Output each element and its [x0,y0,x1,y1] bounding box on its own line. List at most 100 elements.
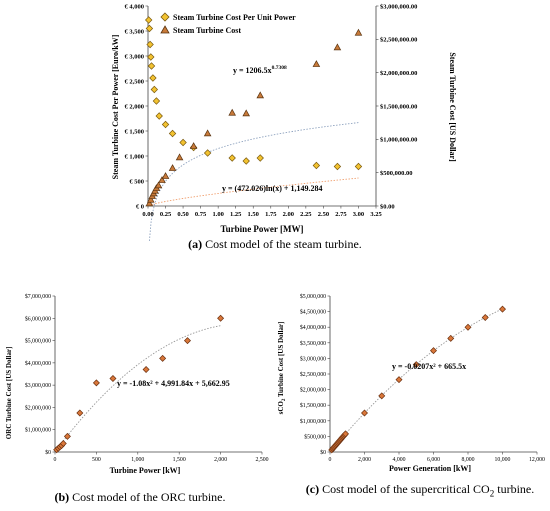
data-point-triangle [154,181,163,189]
y-tick-label: € 3,000 [125,53,145,60]
y2-tick-label: $2,500,000.00 [380,37,417,44]
data-point-diamond [342,430,350,438]
sco2-fit-equation: y = -0.0207x² + 665.5x [392,362,466,371]
data-point-diamond [152,97,161,105]
y-tick-label: $7,000,000 [25,293,51,300]
data-point-diamond [464,323,472,331]
legend-diamond-marker [160,12,170,22]
orc-turbine-chart: 0 500 1,000 1,500 2,000 2,500 $0 $1,000,000 $2,0… [5,293,269,475]
data-point-diamond [312,161,321,170]
x-tick-label: 2,500 [255,457,268,463]
y-tick-label: $2,000,000 [25,404,51,411]
y-tick-label: € 1,000 [125,153,145,160]
x-tick-label: 2.50 [318,211,329,218]
x-tick-label: 0.25 [160,211,172,218]
legend: Steam Turbine Cost Per Unit Power Steam … [160,12,296,35]
y-tick-label: $6,000,000 [25,315,51,322]
x-tick-label: 8,000 [461,457,474,463]
data-point-triangle [147,195,155,203]
y2-tick-label: $3,000,000.00 [380,3,417,10]
data-point-triangle [203,129,212,137]
data-point-diamond [76,409,84,417]
data-point-diamond [217,314,225,322]
data-point-diamond [155,112,163,120]
data-point-diamond [142,366,150,374]
x-tick-label: 1.25 [230,211,242,218]
y-tick-label: $2,000,000 [300,387,326,394]
y-tick-label: $1,500,000 [300,402,326,409]
x-tick-label: 2,000 [214,457,227,463]
log-fit-equation: y = (472.026)ln(x) + 1,149.284 [222,184,322,193]
data-point-diamond [361,409,368,417]
data-point-diamond [59,440,67,448]
x-tick-label: 2.25 [300,211,312,218]
data-point-diamond [168,129,177,138]
legend-triangle-marker [160,25,170,34]
y-tick-label: € 1,500 [125,128,145,135]
x-tick-label: 1.75 [265,211,277,218]
data-point-triangle [175,153,184,161]
power-trendline [149,177,359,206]
y2-tick-label: $2,000,000.00 [380,70,417,77]
y2-tick-label: $0.00 [380,203,395,210]
y-tick-label: $0 [45,449,51,456]
data-point-diamond [63,432,71,440]
power-fit-equation: y = 1206.5x0.7308 [233,65,287,75]
x-tick-label: 0 [54,457,57,463]
x-tick-label: 2.00 [283,211,294,218]
x-tick-label: 0.00 [142,211,153,218]
y-tick-label: $5,000,000 [25,338,51,345]
sco2-trendline [330,308,503,452]
data-point-diamond [109,374,117,382]
data-point-triangle [354,28,363,36]
y2-tick-label: $1,500,000.00 [380,103,417,110]
data-point-triangle [333,43,342,51]
x-tick-label: 1.50 [248,211,259,218]
data-point-diamond [203,149,212,157]
x-tick-label: 2,000 [358,457,371,463]
y-tick-label: $4,000,000 [300,324,326,331]
y-tick-label: € 0 [136,203,144,210]
y-tick-label: $4,500,000 [300,309,326,316]
x-tick-label: 1,500 [173,457,186,463]
y-axis-label: ORC Turbine Cost [US Dollar] [5,347,13,440]
x-tick-label: 6,000 [427,457,440,463]
y-tick-label: $1,000,000 [25,427,51,434]
y-tick-label: $5,000,000 [300,293,326,300]
x-tick-label: 2.75 [335,211,347,218]
x-tick-label: 500 [92,457,101,463]
orc-fit-equation: y = -1.08x² + 4,991.84x + 5,662.95 [117,379,230,388]
x-tick-label: 0.75 [195,211,207,218]
data-point-diamond [145,24,154,33]
sco2-turbine-chart: 0 2,000 4,000 6,000 8,000 10,000 12,000 $0 $500,… [277,293,545,473]
data-point-diamond [378,392,386,400]
steam-turbine-chart: 0.00 0.25 0.50 0.75 1.00 1.25 1.50 1.75 2.00 2.25… [111,3,457,251]
y-tick-label: € 4,000 [125,3,145,10]
y-axis-label-right: Steam Turbine Cost [US Dollar] [448,52,457,162]
caption-a: (a) Cost model of the steam turbine. [188,237,362,251]
data-point-diamond [447,334,455,342]
y-tick-label: $3,000,000 [25,382,51,389]
log-trendline [148,122,359,241]
data-point-diamond [395,376,403,384]
y-axis-label-left: Steam Turbine Cost Per Power [Euro/kW] [111,34,120,179]
x-axis-label: Power Generation [kW] [389,464,471,473]
data-point-diamond [183,337,191,345]
y2-tick-label: $1,000,000.00 [380,137,417,144]
y-tick-label: $0 [320,449,326,456]
y-tick-label: $3,000,000 [300,355,326,362]
y-tick-label: € 3,500 [125,28,145,35]
data-point-diamond [481,314,489,322]
data-point-triangle [158,176,166,183]
x-tick-label: 1,000 [131,457,144,463]
data-point-diamond [499,305,506,313]
y-tick-label: $2,500,000 [300,371,326,378]
x-tick-label: 3.00 [353,211,364,218]
x-tick-label: 3.25 [370,211,382,218]
data-point-diamond [161,120,170,129]
x-tick-label: 4,000 [392,457,405,463]
data-point-diamond [412,361,420,369]
data-point-triangle [242,109,251,117]
data-point-diamond [150,85,159,94]
data-point-diamond [147,53,155,61]
